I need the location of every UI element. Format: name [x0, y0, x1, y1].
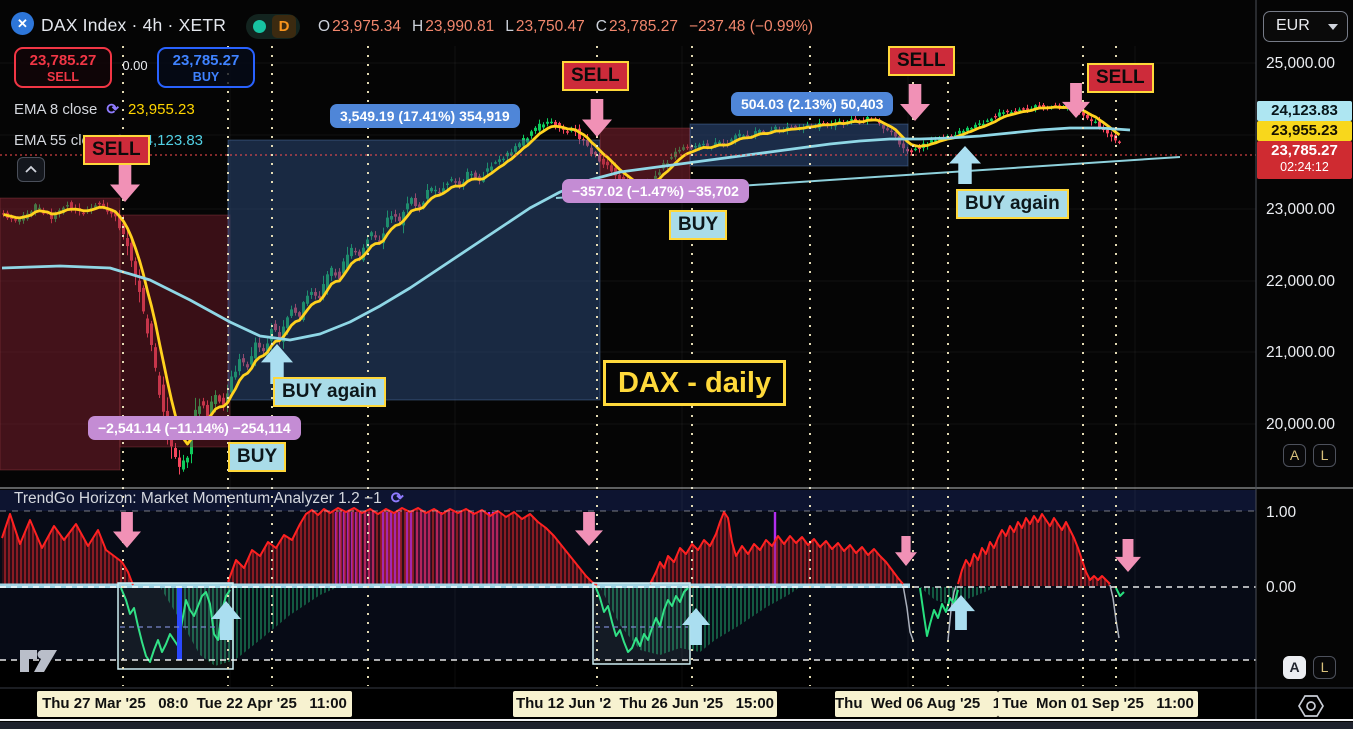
auto-scale-button[interactable]: A: [1283, 444, 1306, 467]
sell-arrow-icon: [110, 164, 140, 202]
signal-label-buy[interactable]: BUY: [669, 210, 728, 240]
open-label: O: [318, 18, 331, 35]
sell-arrow-icon: [900, 84, 930, 121]
close-value: 23,785.27: [609, 18, 678, 35]
spread-value: 0.00: [122, 58, 148, 73]
measure-label-gain[interactable]: 504.03 (2.13%) 50,403: [731, 92, 894, 116]
price-axis-tick: 25,000.00: [1266, 55, 1335, 72]
symbol-title: DAX Index · 4h · XETR: [41, 15, 227, 35]
signal-label-sell[interactable]: SELL: [83, 135, 150, 165]
sell-arrow-icon: [1062, 83, 1090, 118]
oscillator-axis-tick: 0.00: [1266, 579, 1297, 596]
low-value: 23,750.47: [515, 18, 585, 35]
ema8-label: EMA 8 close: [14, 101, 98, 118]
ema8-value: 23,955.23: [127, 101, 195, 118]
auto-scale-button[interactable]: A: [1283, 656, 1306, 679]
price-axis-tick: 23,000.00: [1266, 201, 1335, 218]
indicator-pane-title: TrendGo Horizon: Market Momentum Analyze…: [14, 489, 404, 508]
collapse-legend-button[interactable]: [17, 157, 45, 182]
signal-label-buy[interactable]: BUY again: [956, 189, 1069, 219]
close-icon[interactable]: ✕: [11, 12, 34, 35]
toggle-dot-icon: [253, 20, 266, 33]
buy-label: BUY: [192, 70, 220, 84]
oscillator-axis-tick: 1.00: [1266, 504, 1297, 521]
price-axis-tick: 22,000.00: [1266, 273, 1335, 290]
close-label: C: [595, 18, 607, 35]
time-range-label: Thu Wed 06 Aug '25 1: [835, 691, 998, 717]
sell-order-button[interactable]: 23,785.27 SELL: [14, 47, 112, 88]
buy-arrow-icon: [682, 608, 710, 645]
gear-icon[interactable]: [1296, 691, 1326, 721]
chart-note[interactable]: DAX - daily: [603, 360, 787, 406]
price-axis-tick: 21,000.00: [1266, 344, 1335, 361]
buy-arrow-icon: [949, 146, 981, 184]
change-value: −237.48 (−0.99%): [688, 18, 814, 35]
currency-label: EUR: [1276, 17, 1310, 34]
refresh-icon[interactable]: ⟳: [390, 490, 404, 507]
log-scale-button[interactable]: L: [1313, 444, 1336, 467]
sell-arrow-icon: [1115, 539, 1141, 572]
ema55-label: EMA 55 close: [14, 132, 106, 149]
status-bar: [0, 722, 1353, 729]
time-range-label: Tue Mon 01 Sep '25 11:00: [998, 691, 1198, 717]
chevron-down-icon: [1328, 24, 1338, 30]
currency-selector[interactable]: EUR: [1263, 11, 1348, 42]
sell-price: 23,785.27: [29, 52, 97, 69]
ema55-legend-row: EMA 55 close⟳24,123.83: [14, 131, 203, 150]
chevron-up-icon: [25, 165, 37, 173]
price-tag-pill: 23,785.27 02:24:12: [1257, 141, 1352, 179]
low-label: L: [505, 18, 514, 35]
measure-label-loss[interactable]: −357.02 (−1.47%) −35,702: [562, 179, 749, 203]
ema8-legend-row: EMA 8 close ⟳ 23,955.23: [14, 100, 195, 119]
high-value: 23,990.81: [425, 18, 495, 35]
log-scale-button[interactable]: L: [1313, 656, 1336, 679]
sell-label: SELL: [47, 70, 79, 84]
signal-label-sell[interactable]: SELL: [888, 46, 955, 76]
buy-order-button[interactable]: 23,785.27 BUY: [157, 47, 255, 88]
price-axis-tick: 20,000.00: [1266, 416, 1335, 433]
signal-label-buy[interactable]: BUY: [228, 442, 287, 472]
high-label: H: [412, 18, 424, 35]
buy-arrow-icon: [947, 595, 975, 630]
buy-arrow-icon: [211, 601, 241, 640]
ohlc-readout: O 23,975.34 H 23,990.81 L 23,750.47 C 23,785…: [318, 17, 813, 37]
time-range-label: Thu 12 Jun '2 Thu 26 Jun '25 15:00: [513, 691, 777, 717]
refresh-icon[interactable]: ⟳: [106, 101, 119, 118]
daily-interval-badge[interactable]: D: [272, 15, 296, 38]
time-range-label: Thu 27 Mar '25 08:0 Tue 22 Apr '25 11:00: [37, 691, 352, 717]
momentum-analyzer-label: TrendGo Horizon: Market Momentum Analyze…: [14, 490, 382, 507]
tradingview-logo: [20, 650, 57, 672]
measure-label-gain[interactable]: 3,549.19 (17.41%) 354,919: [330, 104, 520, 128]
ema55-value: 24,123.83: [136, 132, 204, 149]
signal-label-buy[interactable]: BUY again: [273, 377, 386, 407]
sell-arrow-icon: [582, 99, 612, 137]
buy-price: 23,785.27: [172, 52, 240, 69]
measure-label-loss[interactable]: −2,541.14 (−11.14%) −254,114: [88, 416, 301, 440]
sell-arrow-icon: [113, 512, 141, 548]
signal-label-sell[interactable]: SELL: [562, 61, 629, 91]
price-tag-pill: 24,123.83: [1257, 101, 1352, 121]
sell-arrow-icon: [895, 536, 917, 566]
signal-label-sell[interactable]: SELL: [1087, 63, 1154, 93]
open-value: 23,975.34: [332, 18, 402, 35]
price-tag-pill: 23,955.23: [1257, 121, 1352, 141]
sell-arrow-icon: [575, 512, 603, 546]
